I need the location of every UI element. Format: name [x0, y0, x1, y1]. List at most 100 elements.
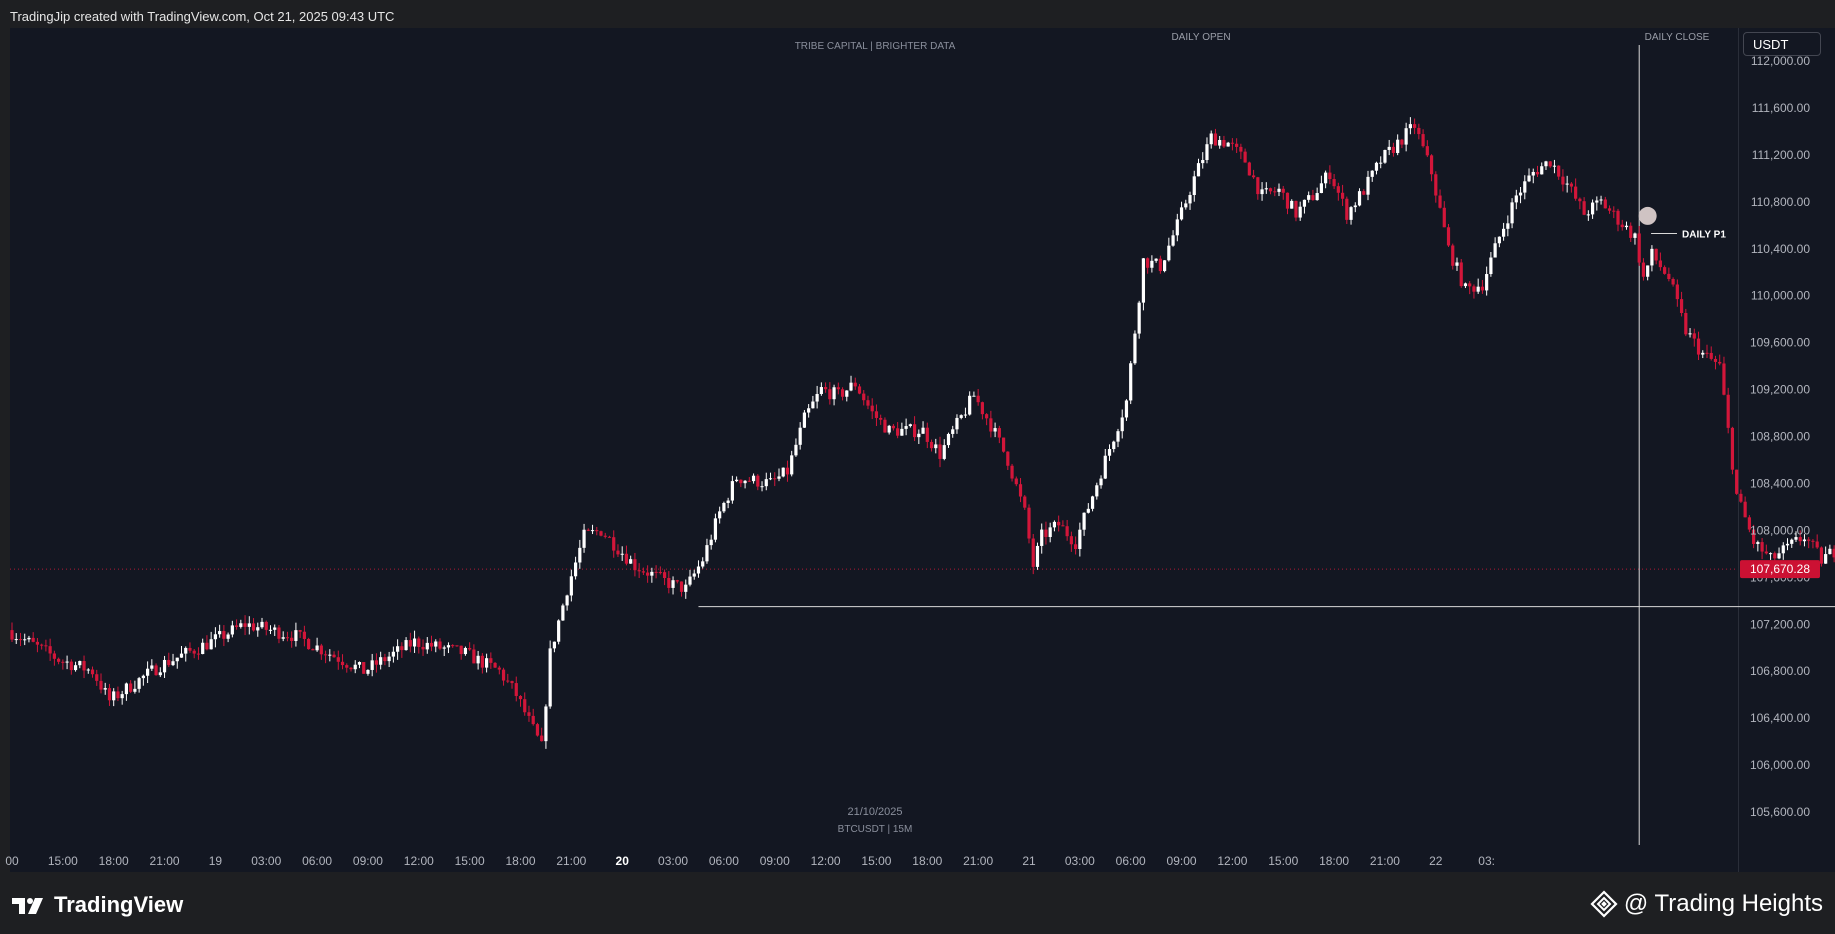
candle-body [993, 428, 997, 432]
candle-body [247, 623, 251, 627]
candle-body [544, 706, 548, 742]
candle-body [1548, 161, 1552, 167]
candle-body [107, 688, 112, 701]
candle-body [548, 648, 552, 707]
candle-body [455, 645, 459, 647]
candle-body [294, 630, 298, 641]
candle-body [1264, 188, 1268, 190]
candle-body [1006, 451, 1010, 466]
candle-body [383, 657, 387, 662]
daily-close-label: DAILY CLOSE [1645, 32, 1710, 43]
candle-body [667, 577, 671, 588]
candle-body [65, 661, 69, 663]
candle-body [527, 712, 531, 716]
candle-body [1807, 539, 1811, 541]
candle-body [1603, 199, 1607, 209]
candle-body [1023, 496, 1027, 508]
candle-body [603, 535, 607, 537]
candle-body [1578, 198, 1582, 202]
candle-body [150, 665, 154, 669]
candle-body [230, 625, 234, 635]
candle-body [133, 688, 137, 692]
candle-body [1057, 521, 1061, 526]
candle-body [637, 570, 641, 572]
price-axis[interactable] [1738, 28, 1835, 872]
candle-body [1235, 143, 1239, 147]
y-tick-label: 108,000.00 [1750, 523, 1810, 537]
candle-body [1451, 245, 1455, 266]
candle-body [743, 480, 747, 484]
candle-body [1663, 267, 1667, 274]
candle-body [497, 667, 501, 670]
candle-body [1595, 200, 1599, 203]
candle-body [218, 631, 222, 635]
daily-p1-label: DAILY P1 [1682, 229, 1726, 240]
candle-body [1196, 163, 1201, 177]
candle-body [1061, 525, 1065, 527]
tradingview-logo[interactable]: TradingView [12, 892, 183, 918]
y-tick-label: 106,400.00 [1750, 711, 1810, 725]
candle-body [1192, 176, 1196, 196]
candle-body [1552, 165, 1557, 167]
candle-body [379, 657, 383, 665]
candle-body [1014, 478, 1018, 485]
x-tick-label: 22 [1429, 854, 1443, 868]
candle-body [1239, 146, 1243, 152]
candle-body [1256, 177, 1260, 195]
candle-body [82, 661, 86, 671]
candle-body [586, 529, 590, 531]
candle-body [184, 647, 188, 654]
symbol-currency-button[interactable]: USDT [1743, 32, 1821, 56]
candle-body [836, 387, 840, 390]
x-tick-label: 21:00 [150, 854, 180, 868]
x-tick-label: 20 [616, 854, 630, 868]
candle-body [1675, 284, 1679, 300]
x-tick-label: 03:00 [251, 854, 281, 868]
candle-body [345, 665, 349, 668]
candle-body [692, 573, 696, 577]
candle-body [938, 444, 942, 459]
candle-body [442, 647, 446, 649]
candle-body [1324, 172, 1328, 184]
candle-body [1463, 283, 1468, 287]
candle-body [1031, 538, 1035, 567]
candle-body [1790, 539, 1794, 544]
candle-body [1251, 175, 1256, 178]
candle-body [1417, 127, 1421, 135]
candle-body [654, 571, 658, 573]
candle-body [1086, 508, 1090, 513]
candle-body [1434, 174, 1438, 196]
y-tick-label: 110,800.00 [1751, 195, 1810, 209]
candle-body [1035, 545, 1040, 567]
candle-body [52, 653, 56, 659]
candle-body [879, 417, 883, 420]
candle-body [760, 486, 764, 488]
candle-body [1340, 192, 1345, 199]
candle-body [1438, 195, 1442, 208]
candle-body [802, 412, 807, 428]
candle-body [1294, 200, 1298, 218]
candle-body [1167, 245, 1171, 261]
candle-body [1667, 273, 1671, 280]
candle-body [1040, 529, 1044, 546]
candle-body [1222, 140, 1226, 147]
candle-body [315, 645, 319, 651]
candle-body [1802, 539, 1807, 542]
trading-heights-brand: @ Trading Heights [1590, 890, 1823, 918]
candle-body [726, 500, 730, 503]
candle-body [1569, 183, 1573, 187]
candle-body [1213, 133, 1218, 146]
candle-body [925, 427, 929, 442]
candle-body [205, 642, 209, 650]
candle-body [1527, 175, 1531, 182]
candle-body [917, 433, 921, 438]
candle-body [141, 675, 145, 679]
candle-body [1188, 195, 1192, 204]
candle-body [1544, 161, 1548, 167]
y-tick-label: 106,800.00 [1750, 664, 1810, 678]
candle-body [1116, 431, 1120, 442]
candle-body [696, 566, 701, 574]
chart-panel[interactable] [10, 28, 1738, 872]
x-tick-label: 09:00 [1167, 854, 1197, 868]
